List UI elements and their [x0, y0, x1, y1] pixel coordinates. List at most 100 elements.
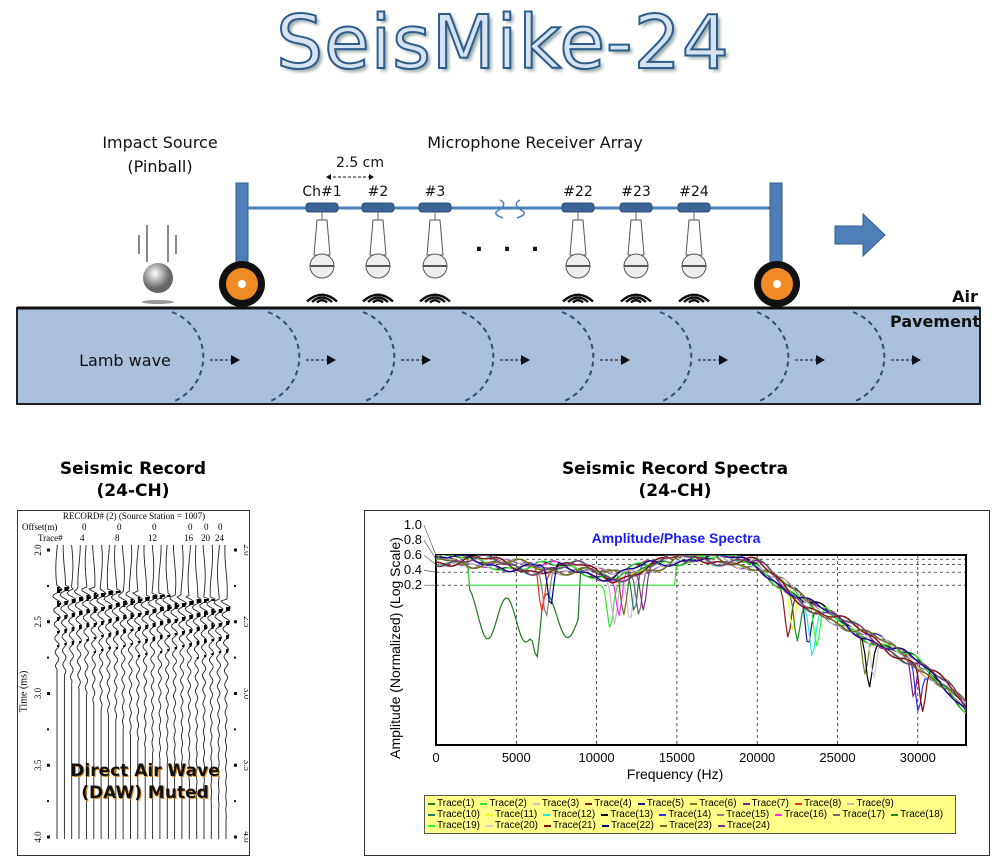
seismic-trace [96, 544, 107, 839]
y-tick-label: 0.4 [404, 562, 422, 577]
array-label: Microphone Receiver Array [427, 133, 643, 152]
daw-annotation-line2: (DAW) Muted [81, 783, 209, 803]
right-post [769, 182, 783, 264]
seismic-trace [81, 544, 92, 839]
trace-label: Trace# [38, 533, 63, 543]
time-tick-mark [234, 620, 237, 624]
microphone-icon [619, 202, 653, 279]
legend-swatch [690, 802, 698, 805]
y-axis-label: Amplitude (Normalized) (Log Scale) [387, 537, 403, 759]
legend-swatch [775, 813, 783, 816]
sound-wave-icon [620, 293, 652, 304]
arrow-icon [231, 355, 240, 365]
air-label: Air [952, 287, 978, 306]
legend-swatch [428, 802, 435, 805]
legend-swatch [428, 824, 435, 827]
legend-label: Trace(24) [726, 820, 770, 831]
legend-swatch [891, 813, 899, 816]
spacing-label: 2.5 cm [335, 155, 385, 171]
spectrum-line [436, 555, 966, 704]
time-tick-label: 4.0 [242, 831, 248, 843]
seismic-trace [176, 544, 187, 839]
y-tick-leader [423, 554, 437, 565]
legend-label: Trace(20) [494, 820, 538, 831]
time-tick-mark [47, 620, 50, 624]
x-tick-label: 25000 [819, 750, 855, 765]
spacing-arrow [326, 174, 374, 180]
legend-swatch [480, 802, 488, 805]
time-tick-label: 4.0 [33, 831, 43, 843]
legend-item: Trace(3) [532, 798, 579, 809]
legend-label: Trace(22) [610, 820, 654, 831]
microphone-icon [677, 202, 711, 279]
offset-value: 0 [204, 522, 209, 532]
trace-number: 12 [148, 533, 157, 543]
legend-swatch [847, 802, 855, 805]
seismic-trace [66, 544, 76, 839]
seismic-trace [162, 544, 173, 839]
seismic-trace [140, 544, 151, 839]
time-tick-label: 2.0 [242, 544, 248, 556]
legend-item: Trace(9) [847, 798, 894, 809]
spectrum-line [436, 555, 966, 710]
break-symbol-icon [495, 199, 525, 219]
microphone-icon [561, 202, 595, 279]
sound-wave-icon [362, 293, 394, 304]
legend-swatch [742, 802, 750, 805]
time-tick-mark [234, 692, 237, 695]
legend-swatch [585, 802, 593, 805]
x-tick-label: 15000 [659, 750, 695, 765]
legend-label: Trace(12) [552, 809, 596, 820]
legend-label: Trace(10) [437, 809, 480, 820]
legend-label: Trace(19) [437, 820, 480, 831]
seismic-trace [147, 544, 158, 839]
microphone-icon [305, 202, 339, 279]
seismic-trace [88, 544, 99, 839]
legend-item: Trace(18) [891, 809, 943, 820]
left-wheel-icon [219, 261, 265, 307]
channel-label: #3 [424, 184, 446, 200]
trace-number: 8 [115, 533, 120, 543]
record-heading: Seismic Record (24-CH) [18, 458, 248, 502]
seismic-trace [103, 544, 114, 839]
offset-value: 0 [188, 522, 193, 532]
offset-label: Offset(m) [22, 522, 58, 532]
arrow-icon [912, 355, 921, 365]
left-post [235, 182, 249, 264]
channel-label: #22 [563, 184, 593, 200]
seismic-trace [110, 544, 122, 839]
seismic-trace [154, 545, 166, 839]
legend-swatch [659, 824, 667, 827]
legend-swatch [717, 813, 725, 816]
legend-label: Trace(17) [842, 809, 886, 820]
legend-swatch [637, 802, 645, 805]
legend-item: Trace(8) [794, 798, 841, 809]
seismic-trace [169, 544, 180, 839]
seismic-trace [220, 544, 231, 839]
x-tick-label: 0 [432, 750, 439, 765]
legend-swatch [833, 813, 841, 816]
trace-number: 20 [201, 533, 210, 543]
time-tick-mark [47, 763, 50, 767]
lamb-wave-front [561, 311, 630, 403]
time-tick-label: 2.5 [33, 616, 43, 628]
legend-label: Trace(7) [751, 798, 789, 809]
legend-item: Trace(1) [428, 798, 474, 809]
record-header: RECORD# (2) (Source Station = 1007) [62, 511, 206, 521]
time-tick-label: 3.5 [242, 760, 248, 772]
lamb-wave-front [659, 311, 728, 403]
legend-item: Trace(6) [690, 798, 737, 809]
offset-value: 0 [152, 522, 157, 532]
source-label-line1: Impact Source [102, 133, 218, 152]
record-heading-line2: (24-CH) [96, 481, 170, 501]
channel-label: #2 [367, 184, 389, 200]
arrow-icon [521, 355, 530, 365]
right-wheel-icon [754, 261, 800, 307]
legend-swatch [485, 813, 493, 816]
legend-item: Trace(20) [485, 820, 538, 831]
y-tick-label: 0.8 [404, 532, 422, 547]
time-tick-mark [47, 835, 50, 839]
offset-value: 0 [82, 522, 87, 532]
legend-label: Trace(2) [489, 798, 527, 809]
legend-item: Trace(24) [717, 820, 770, 831]
